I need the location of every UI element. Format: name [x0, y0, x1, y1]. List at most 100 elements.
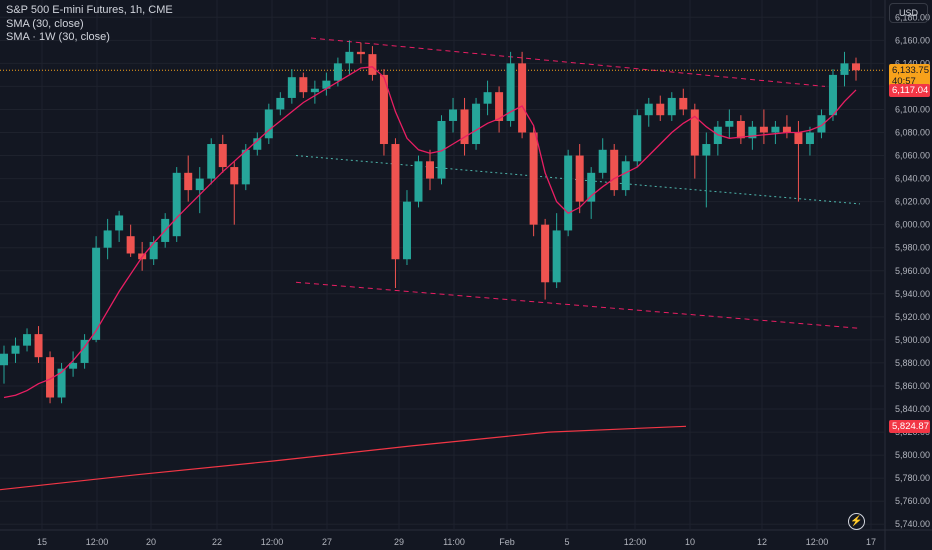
time-tick-label: 12:00	[624, 537, 647, 547]
candle-body	[437, 120, 446, 179]
candle-body	[207, 144, 216, 179]
sma-30-line	[3, 66, 857, 399]
candle-body	[345, 51, 354, 64]
candle-body	[633, 115, 642, 162]
candle-body	[759, 126, 768, 133]
candle-body	[495, 92, 504, 121]
candle-body	[449, 109, 458, 121]
candle-body	[794, 132, 803, 145]
candle-body	[368, 54, 377, 75]
price-tick-label: 6,040.00	[895, 174, 930, 184]
price-tick-label: 6,000.00	[895, 220, 930, 230]
price-tick-label: 5,980.00	[895, 243, 930, 253]
candle-body	[621, 161, 630, 191]
price-tick-label: 6,140.00	[895, 58, 930, 68]
time-tick-label: Feb	[499, 537, 515, 547]
currency-button[interactable]: USD	[889, 3, 928, 23]
candle-body	[840, 63, 849, 75]
bar-countdown: 40:57	[892, 76, 916, 88]
time-tick-label: 5	[564, 537, 569, 547]
candles	[0, 40, 860, 404]
sma-indicator-label[interactable]: SMA (30, close)	[6, 17, 84, 30]
candle-body	[736, 120, 745, 139]
price-tick-label: 5,800.00	[895, 450, 930, 460]
time-tick-label: 22	[212, 537, 222, 547]
price-tick-label: 6,080.00	[895, 128, 930, 138]
trendline-upper-resistance	[310, 37, 826, 87]
moving-averages	[0, 66, 857, 491]
candle-body	[92, 247, 101, 340]
time-tick-label: 15	[37, 537, 47, 547]
candle-body	[782, 126, 791, 133]
candle-body	[725, 120, 734, 127]
candle-body	[575, 155, 584, 202]
candle-body	[264, 109, 273, 139]
candle-body	[529, 132, 538, 225]
candle-body	[702, 144, 711, 156]
time-tick-label: 10	[685, 537, 695, 547]
candle-body	[426, 161, 434, 179]
candle-body	[414, 161, 423, 202]
candle-body	[69, 362, 78, 369]
sma-weekly-line	[0, 425, 687, 491]
price-tick-label: 6,180.00	[895, 12, 930, 22]
candle-body	[771, 126, 780, 133]
price-tick-label: 5,760.00	[895, 496, 930, 506]
chart-legend: S&P 500 E-mini Futures, 1h, CME SMA (30,…	[6, 4, 173, 45]
candle-body	[184, 172, 193, 191]
candle-body	[472, 103, 481, 145]
last-price: 6,133.75	[892, 65, 929, 77]
candle-body	[667, 97, 676, 116]
candle-body	[518, 63, 527, 133]
candle-body	[541, 224, 550, 283]
candle-body	[230, 167, 239, 185]
tradingview-logo-icon[interactable]: ⚡	[848, 513, 865, 530]
candle-body	[598, 149, 607, 173]
candle-body	[299, 77, 308, 93]
sma-weekly-indicator-label[interactable]: SMA · 1W (30, close)	[6, 31, 110, 43]
price-tick-label: 5,860.00	[895, 381, 930, 391]
price-tick-label: 5,880.00	[895, 358, 930, 368]
candle-body	[103, 230, 112, 248]
candle-body	[57, 368, 66, 398]
trendlines	[0, 37, 884, 329]
time-tick-label: 11:00	[443, 537, 465, 547]
candle-body	[287, 77, 296, 98]
candle-body	[644, 103, 653, 116]
candle-body	[828, 74, 837, 116]
candle-body	[241, 149, 250, 185]
price-tick-label: 5,780.00	[895, 473, 930, 483]
price-tick-label: 5,740.00	[895, 519, 930, 529]
candle-body	[656, 103, 665, 116]
candle-body	[80, 339, 89, 363]
candle-body	[172, 172, 181, 237]
candle-body	[149, 241, 158, 260]
candle-body	[402, 201, 411, 260]
candle-body	[34, 334, 43, 358]
candle-body	[276, 97, 285, 110]
price-tick-label: 5,960.00	[895, 266, 930, 276]
candle-body	[46, 357, 55, 398]
price-tick-label: 5,920.00	[895, 312, 930, 322]
candle-body	[126, 236, 135, 254]
time-tick-label: 20	[146, 537, 156, 547]
price-tick-label: 5,940.00	[895, 289, 930, 299]
sma-weekly-price-tag: 5,824.87	[889, 420, 930, 434]
candle-body	[253, 138, 262, 150]
time-tick-label: 12:00	[86, 537, 109, 547]
candle-body	[310, 88, 319, 93]
candle-body	[852, 63, 860, 71]
symbol-title[interactable]: S&P 500 E-mini Futures, 1h, CME	[6, 4, 173, 16]
price-tick-label: 6,160.00	[895, 35, 930, 45]
candle-body	[817, 115, 826, 133]
candle-body	[0, 353, 8, 366]
time-tick-label: 12	[757, 537, 767, 547]
price-tick-label: 6,060.00	[895, 151, 930, 161]
candle-body	[115, 215, 124, 231]
candle-body	[552, 230, 561, 283]
time-tick-label: 12:00	[806, 537, 829, 547]
candle-body	[356, 51, 365, 55]
trendline-lower-support	[295, 281, 861, 329]
